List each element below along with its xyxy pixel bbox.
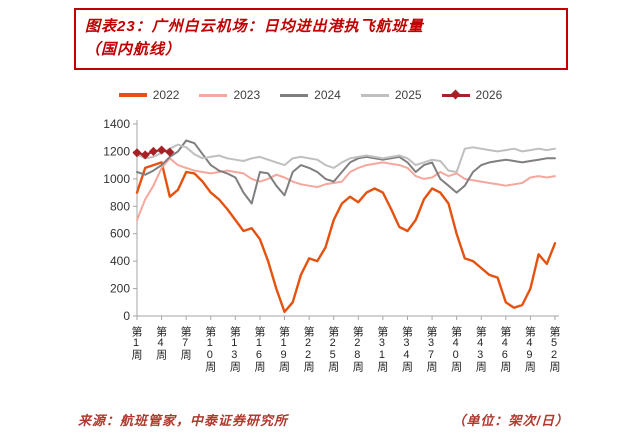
x-tick-label: 第16周 [252, 326, 265, 372]
series-line-2024 [136, 139, 556, 205]
x-tick-label: 第31周 [375, 326, 388, 372]
x-tick-label: 第1周 [130, 326, 142, 360]
chart-area: 0 200 400 600 800 1000 1200 1400 第1周 第4周 第7周 第10周第… [85, 116, 565, 396]
y-tick-label: 800 [110, 199, 130, 213]
legend-swatch-2022 [118, 93, 147, 97]
x-tick-label: 第19周 [277, 326, 290, 372]
legend-swatch-2025 [360, 93, 389, 97]
legend-item-2024: 2024 [280, 88, 341, 102]
series-marker-2026 [132, 148, 142, 158]
legend-item-2022: 2022 [118, 88, 180, 102]
y-tick-label: 0 [123, 309, 130, 323]
series-line-2025 [136, 143, 556, 173]
unit-note: （单位：架次/日） [452, 413, 569, 428]
y-tick-label: 600 [110, 227, 130, 241]
legend-label-2025: 2025 [394, 88, 422, 102]
figure-title-box: 图表23：广州白云机场：日均进出港执飞航班量 （国内航线） [74, 8, 568, 70]
y-tick-label: 200 [110, 282, 130, 296]
x-tick-label: 第13周 [228, 326, 241, 372]
x-tick-label: 第28周 [351, 326, 364, 372]
x-tick-label: 第25周 [326, 326, 339, 372]
figure-title-line2: （国内航线） [85, 41, 182, 59]
legend-swatch-2023 [199, 93, 228, 97]
source-note: 来源：航班管家，中泰证券研究所 [78, 413, 289, 428]
chart-legend: 2022 2023 2024 2025 2026 [0, 88, 621, 102]
x-tick-label: 第7周 [179, 326, 192, 360]
legend-item-2023: 2023 [199, 88, 260, 102]
x-tick-label: 第22周 [302, 326, 315, 372]
series-line-2023 [136, 157, 556, 221]
figure-title-line1: 图表23：广州白云机场：日均进出港执飞航班量 [85, 18, 424, 35]
y-tick-label: 1400 [103, 117, 130, 131]
x-tick-label: 第10周 [203, 326, 216, 372]
y-tick-label: 1200 [103, 144, 130, 158]
x-tick-label: 第40周 [449, 326, 462, 372]
x-tick-label: 第4周 [154, 326, 167, 360]
chart-canvas: 0 200 400 600 800 1000 1200 1400 [103, 117, 559, 323]
legend-item-2025: 2025 [360, 88, 422, 102]
figure-footer: 来源：航班管家，中泰证券研究所 （单位：架次/日） [78, 410, 569, 429]
legend-label-2023: 2023 [233, 88, 261, 102]
x-tick-label: 第46周 [498, 326, 511, 372]
x-tick-label: 第37周 [425, 326, 438, 372]
legend-swatch-2024 [280, 93, 309, 97]
series-line-2022 [135, 161, 557, 314]
x-tick-label: 第34周 [400, 326, 413, 372]
y-tick-label: 1000 [103, 172, 130, 186]
legend-label-2024: 2024 [314, 88, 341, 102]
legend-label-2026: 2026 [475, 88, 503, 102]
x-tick-label: 第49周 [523, 326, 536, 372]
x-tick-label: 第52周 [548, 326, 560, 372]
series-marker-2026 [157, 145, 167, 155]
legend-label-2022: 2022 [152, 88, 180, 102]
y-tick-label: 400 [110, 254, 130, 268]
legend-item-2026: 2026 [441, 88, 503, 102]
legend-swatch-2026 [441, 89, 470, 99]
x-tick-label: 第43周 [474, 326, 487, 372]
legend-diamond-marker [450, 89, 460, 99]
